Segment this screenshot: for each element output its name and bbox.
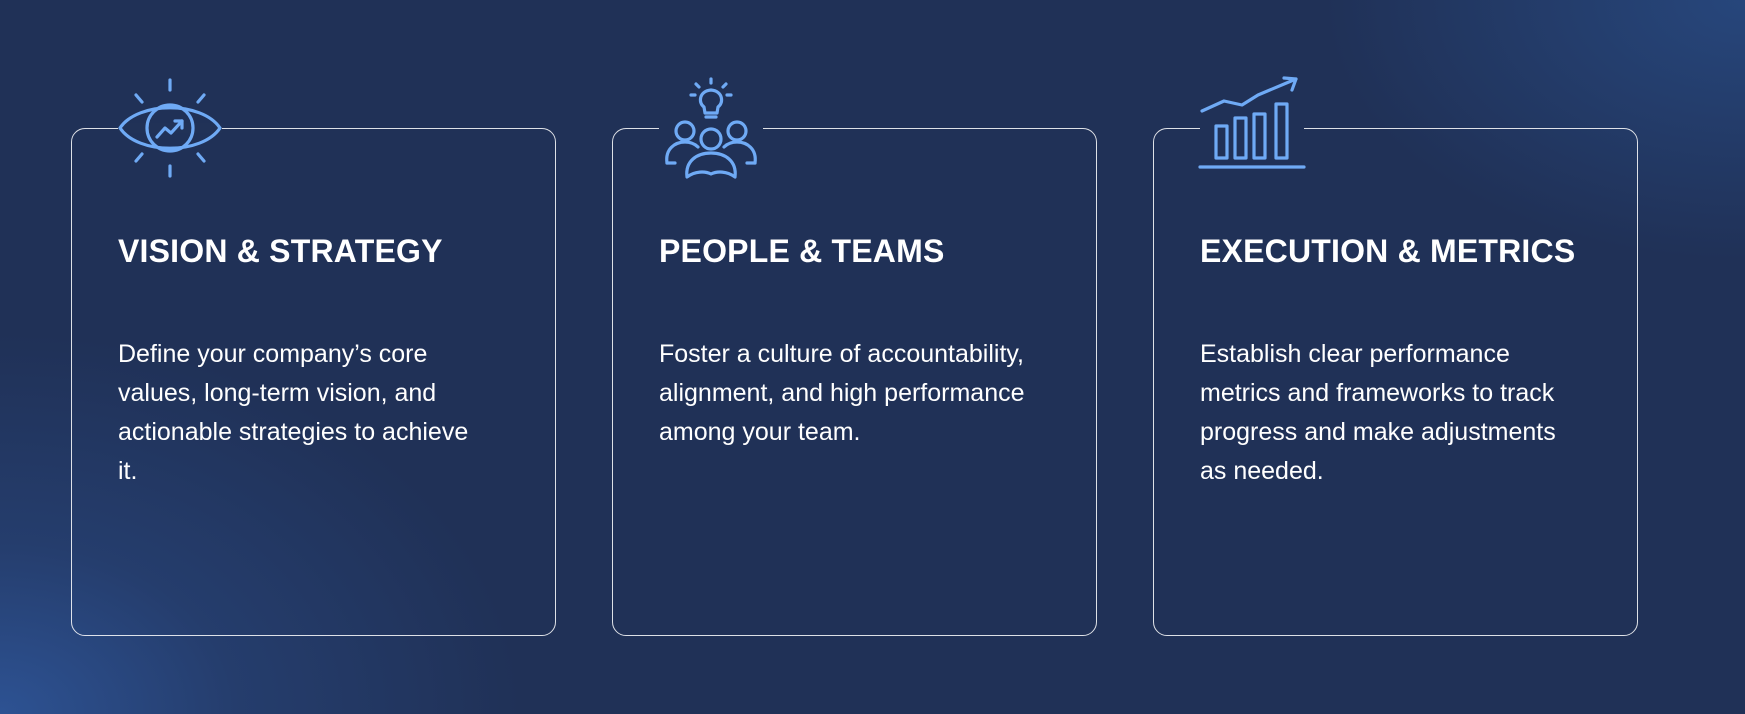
card-description: Establish clear performance metrics and … <box>1200 340 1556 485</box>
card-vision-strategy: VISION & STRATEGY Define your company’s … <box>71 78 556 636</box>
card-people-teams: PEOPLE & TEAMS Foster a culture of accou… <box>612 77 1097 636</box>
card-title: EXECUTION & METRICS <box>1200 233 1576 269</box>
card-title: VISION & STRATEGY <box>118 233 443 269</box>
card-execution-metrics: EXECUTION & METRICS Establish clear perf… <box>1153 76 1638 636</box>
eye-trend-icon <box>114 71 226 183</box>
card-title: PEOPLE & TEAMS <box>659 233 945 269</box>
bar-chart-growth-icon <box>1196 71 1308 183</box>
team-lightbulb-icon <box>655 71 767 183</box>
card-description: Define your company’s core values, long-… <box>118 340 469 485</box>
card-description: Foster a culture of accountability, alig… <box>659 340 1025 446</box>
